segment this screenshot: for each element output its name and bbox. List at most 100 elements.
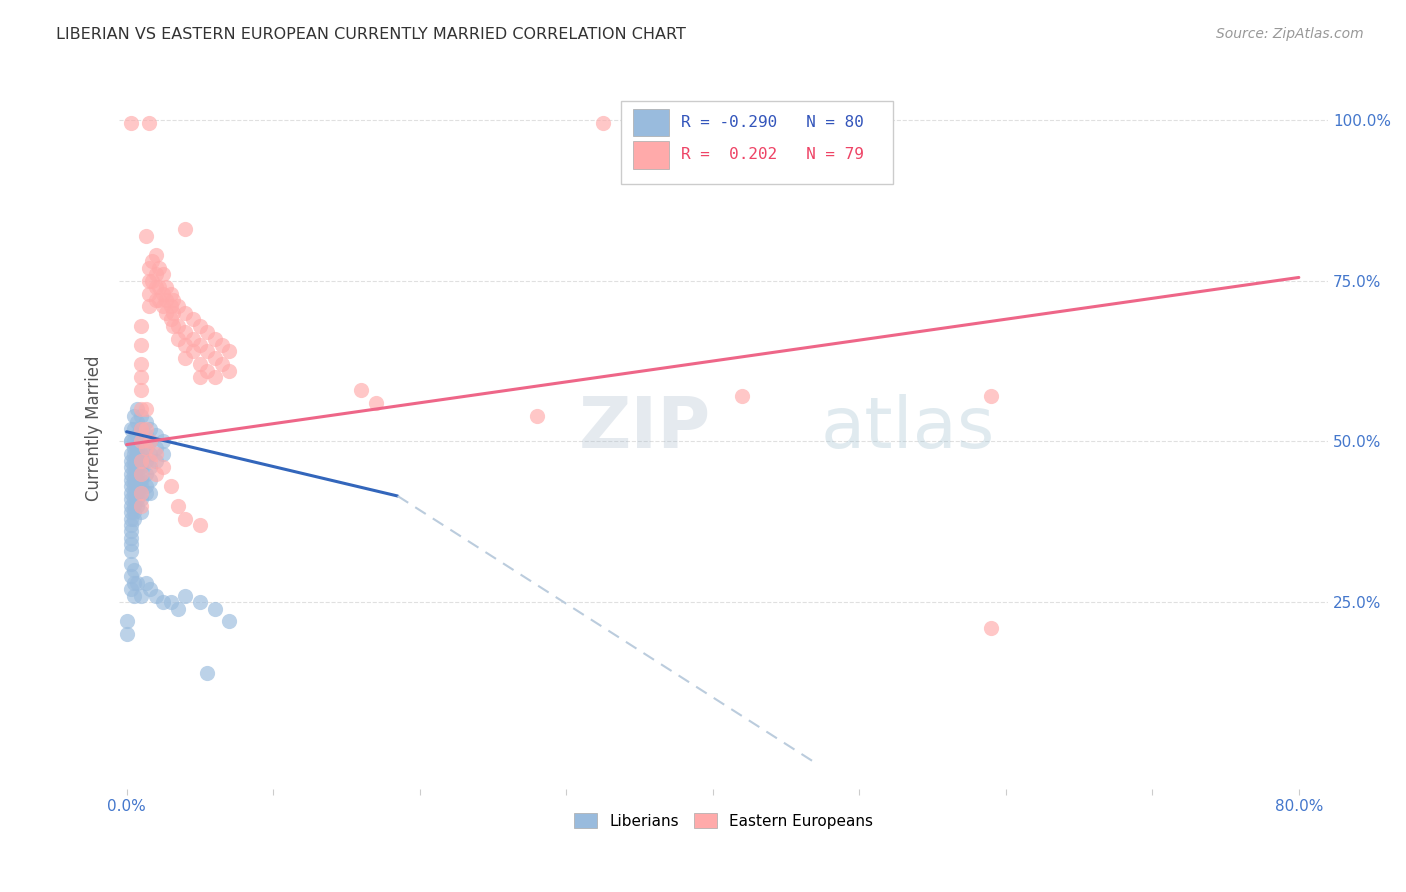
Point [145, 428, 167, 442]
Point [125, 485, 148, 500]
Point [162, 293, 184, 307]
Point [129, 338, 152, 352]
Point [364, 396, 387, 410]
Point [195, 364, 218, 378]
Point [218, 344, 240, 359]
Point [120, 518, 142, 533]
Point [135, 428, 157, 442]
Point [122, 575, 145, 590]
Point [120, 434, 142, 449]
Point [138, 286, 160, 301]
Point [129, 467, 152, 481]
Point [122, 421, 145, 435]
Point [122, 479, 145, 493]
Point [152, 267, 174, 281]
Point [135, 485, 157, 500]
Point [135, 441, 157, 455]
Point [139, 582, 162, 597]
Point [120, 434, 142, 449]
Point [159, 479, 181, 493]
Point [129, 402, 152, 417]
Point [122, 453, 145, 467]
Point [135, 441, 157, 455]
Point [125, 402, 148, 417]
Point [188, 318, 211, 333]
Point [159, 312, 181, 326]
Point [188, 518, 211, 533]
Point [122, 563, 145, 577]
Point [122, 492, 145, 507]
Point [138, 274, 160, 288]
Point [139, 434, 162, 449]
Point [145, 280, 167, 294]
Point [204, 370, 226, 384]
Point [135, 402, 157, 417]
Point [195, 325, 218, 339]
Point [181, 312, 204, 326]
Point [162, 306, 184, 320]
Point [129, 505, 152, 519]
Point [120, 543, 142, 558]
Point [129, 499, 152, 513]
Point [141, 254, 163, 268]
Point [129, 421, 152, 435]
Point [139, 447, 162, 461]
Point [125, 428, 148, 442]
Point [174, 306, 197, 320]
Point [120, 582, 142, 597]
Point [152, 595, 174, 609]
Point [174, 589, 197, 603]
Point [167, 601, 190, 615]
Point [125, 499, 148, 513]
Point [129, 434, 152, 449]
Point [145, 267, 167, 281]
Point [148, 293, 170, 307]
Point [120, 453, 142, 467]
Point [125, 453, 148, 467]
Point [120, 421, 142, 435]
Point [125, 473, 148, 487]
Point [129, 357, 152, 371]
Point [125, 415, 148, 429]
Point [129, 473, 152, 487]
Point [135, 228, 157, 243]
Point [145, 589, 167, 603]
Point [152, 299, 174, 313]
Point [174, 222, 197, 236]
Point [120, 467, 142, 481]
Point [122, 441, 145, 455]
Point [129, 492, 152, 507]
Point [120, 460, 142, 475]
Point [174, 338, 197, 352]
Point [138, 260, 160, 275]
Point [592, 116, 614, 130]
Point [129, 318, 152, 333]
Point [181, 332, 204, 346]
Point [350, 383, 373, 397]
Point [120, 569, 142, 583]
Point [129, 370, 152, 384]
Point [129, 447, 152, 461]
Point [122, 473, 145, 487]
Point [138, 116, 160, 130]
Point [122, 434, 145, 449]
Point [980, 621, 1002, 635]
Point [174, 325, 197, 339]
Point [120, 499, 142, 513]
Point [122, 505, 145, 519]
Point [145, 453, 167, 467]
Point [167, 299, 190, 313]
Point [122, 499, 145, 513]
Point [174, 511, 197, 525]
Point [139, 434, 162, 449]
Point [135, 575, 157, 590]
Point [125, 441, 148, 455]
FancyBboxPatch shape [633, 141, 669, 169]
Point [120, 447, 142, 461]
Point [129, 409, 152, 423]
Point [122, 467, 145, 481]
Point [155, 280, 177, 294]
Point [167, 499, 190, 513]
Point [129, 479, 152, 493]
Point [155, 306, 177, 320]
